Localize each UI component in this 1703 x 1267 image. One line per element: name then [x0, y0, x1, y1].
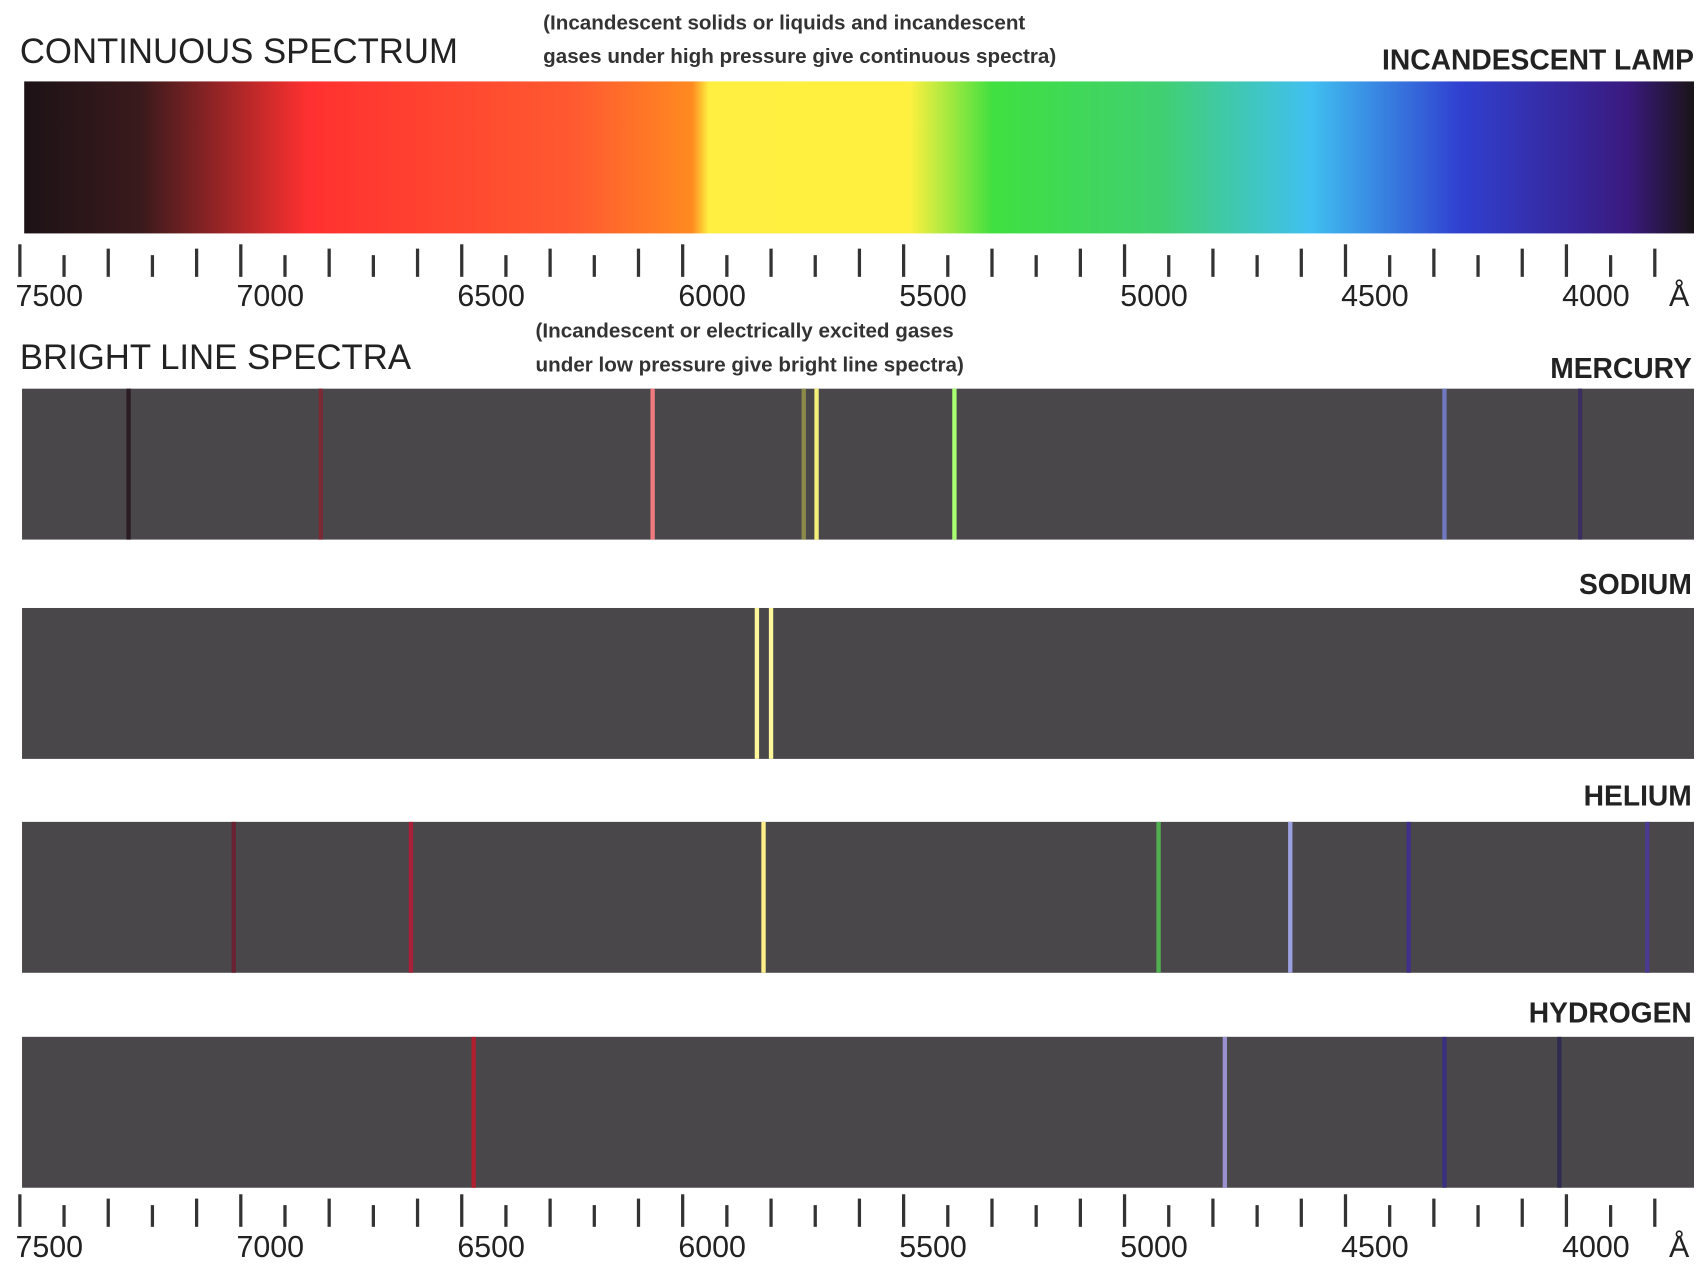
tick-label: 7000 [236, 279, 304, 313]
tick-label: 6000 [678, 1230, 746, 1264]
tick-label: 6500 [457, 1230, 525, 1264]
continuous-spectrum [24, 81, 1694, 233]
tick-label: 5500 [899, 1230, 967, 1264]
element-name: SODIUM [1579, 568, 1692, 600]
bright-title: BRIGHT LINE SPECTRA [20, 339, 412, 377]
source-label: INCANDESCENT LAMP [1382, 43, 1694, 75]
tick-label: 6500 [457, 279, 525, 313]
continuous-note: gases under high pressure give continuou… [543, 45, 1056, 68]
element-name: MERCURY [1550, 352, 1692, 384]
tick-label: 4500 [1341, 279, 1409, 313]
element-name: HYDROGEN [1529, 997, 1692, 1029]
bright-note: (Incandescent or electrically excited ga… [536, 320, 954, 343]
tick-label: 4000 [1562, 1230, 1630, 1264]
tick-label: 7500 [16, 279, 84, 313]
tick-label: 5500 [899, 279, 967, 313]
unit-label: Å [1669, 279, 1690, 313]
tick-label: 7500 [16, 1230, 84, 1264]
spectrum-band [22, 822, 1694, 973]
tick-label: 4000 [1562, 279, 1630, 313]
bright-note: under low pressure give bright line spec… [536, 353, 964, 376]
spectrum-band [22, 608, 1694, 759]
continuous-note: (Incandescent solids or liquids and inca… [543, 11, 1025, 34]
tick-label: 7000 [236, 1230, 304, 1264]
tick-label: 5000 [1120, 279, 1188, 313]
unit-label: Å [1669, 1230, 1690, 1264]
element-name: HELIUM [1584, 780, 1692, 812]
tick-label: 4500 [1341, 1230, 1409, 1264]
tick-label: 5000 [1120, 1230, 1188, 1264]
continuous-title: CONTINUOUS SPECTRUM [20, 33, 458, 71]
tick-label: 6000 [678, 279, 746, 313]
spectra-diagram: CONTINUOUS SPECTRUM (Incandescent solids… [0, 0, 1703, 1267]
